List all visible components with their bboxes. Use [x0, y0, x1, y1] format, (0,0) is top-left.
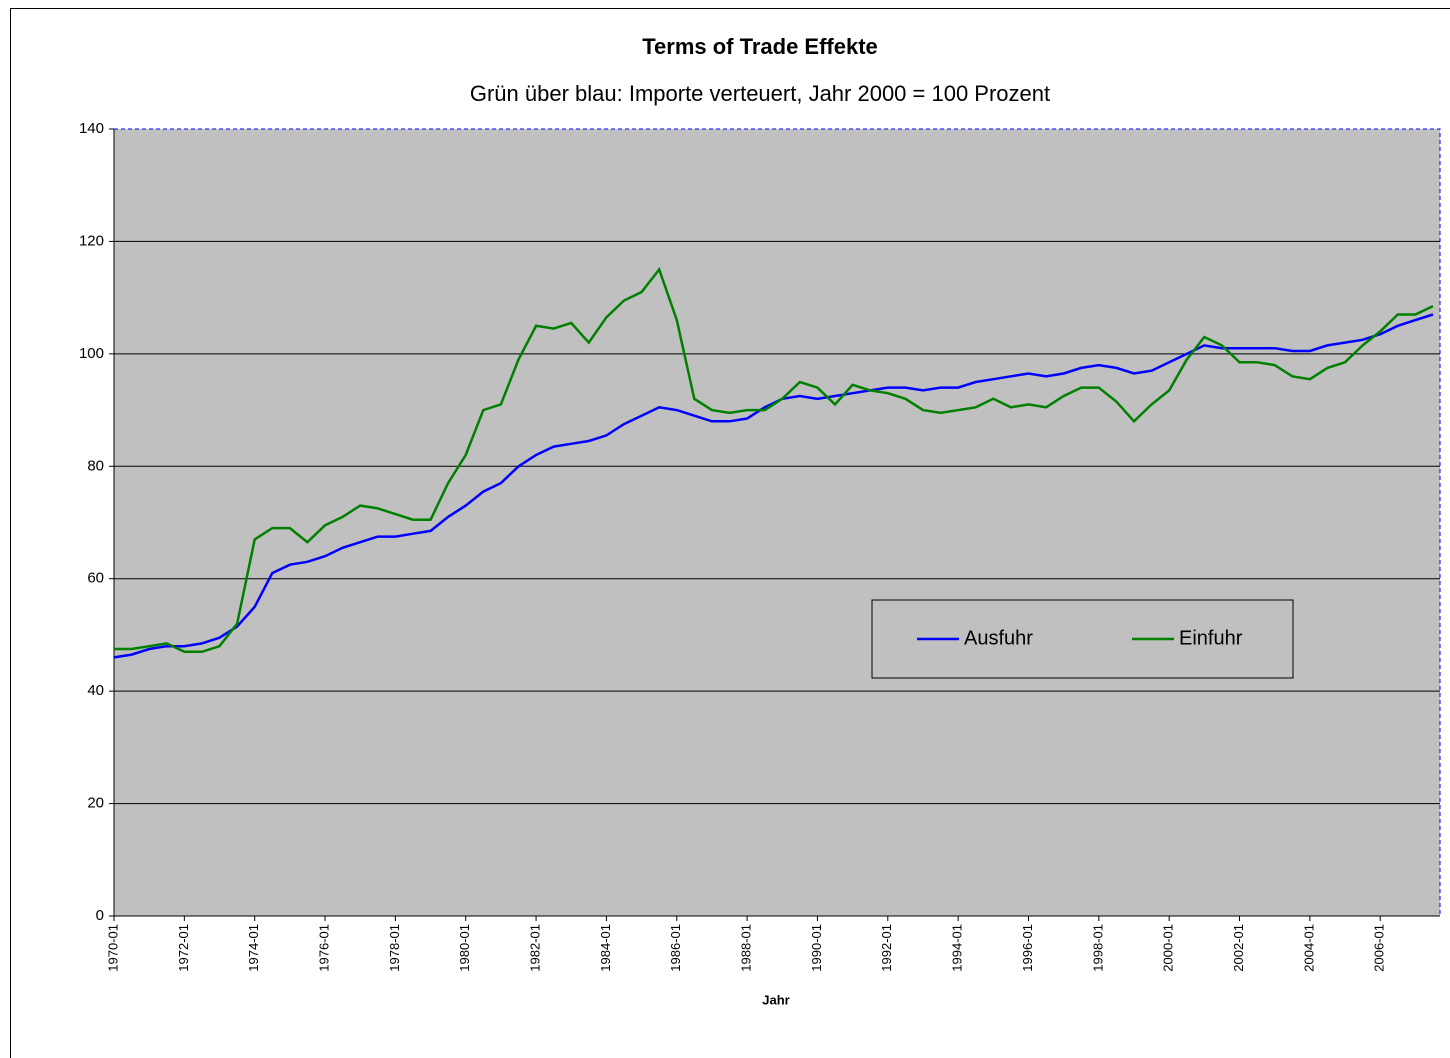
x-tick-label: 1976-01	[316, 924, 331, 972]
legend-label: Einfuhr	[1179, 627, 1243, 649]
x-tick-label: 1980-01	[457, 924, 472, 972]
chart-title: Terms of Trade Effekte	[642, 34, 878, 59]
x-axis-title: Jahr	[762, 992, 789, 1007]
x-tick-label: 1978-01	[387, 924, 402, 972]
x-tick-label: 1984-01	[598, 924, 613, 972]
x-tick-label: 1990-01	[809, 924, 824, 972]
x-tick-label: 1988-01	[739, 924, 754, 972]
y-tick-label: 40	[87, 682, 104, 699]
x-tick-label: 1992-01	[879, 924, 894, 972]
plot-area	[113, 128, 1441, 917]
y-tick-label: 20	[87, 795, 104, 812]
x-tick-label: 1986-01	[668, 924, 683, 972]
x-tick-label: 1996-01	[1020, 924, 1035, 972]
legend-label: Ausfuhr	[964, 627, 1033, 649]
x-tick-label: 2004-01	[1301, 924, 1316, 972]
x-tick-label: 1970-01	[105, 924, 120, 972]
y-tick-label: 0	[96, 907, 104, 924]
chart-subtitle: Grün über blau: Importe verteuert, Jahr …	[470, 81, 1050, 106]
x-tick-label: 1994-01	[950, 924, 965, 972]
x-tick-label: 1972-01	[176, 924, 191, 972]
x-tick-label: 2006-01	[1372, 924, 1387, 972]
y-tick-label: 60	[87, 570, 104, 587]
x-tick-label: 2002-01	[1231, 924, 1246, 972]
y-tick-label: 120	[79, 232, 104, 249]
y-tick-label: 140	[79, 120, 104, 137]
x-tick-label: 1998-01	[1090, 924, 1105, 972]
x-tick-label: 2000-01	[1161, 924, 1176, 972]
y-tick-label: 80	[87, 457, 104, 474]
x-tick-label: 1982-01	[528, 924, 543, 972]
y-tick-label: 100	[79, 345, 104, 362]
x-tick-label: 1974-01	[246, 924, 261, 972]
series-line	[114, 266, 1434, 654]
